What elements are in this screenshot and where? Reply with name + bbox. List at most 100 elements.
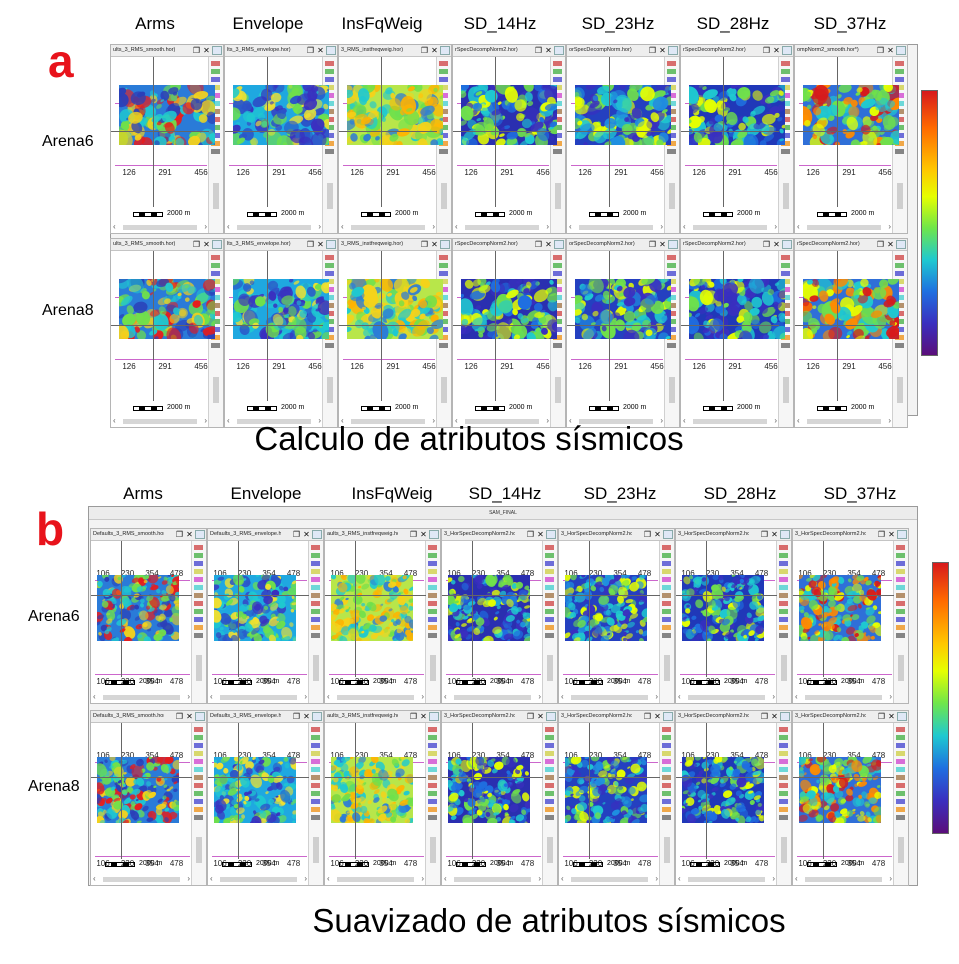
- toolbar-toggle-icon[interactable]: [780, 530, 790, 539]
- toolbar-toggle-icon[interactable]: [440, 46, 450, 55]
- scroll-right-arrow-icon[interactable]: ›: [655, 874, 658, 883]
- toolbar-icon[interactable]: [211, 327, 220, 332]
- horizontal-scrollbar[interactable]: ‹ ›: [569, 416, 663, 425]
- attribute-map[interactable]: [799, 575, 881, 641]
- toolbar-icon[interactable]: [779, 775, 788, 780]
- toolbar-icon[interactable]: [896, 585, 905, 590]
- scroll-left-arrow-icon[interactable]: ‹: [93, 874, 96, 883]
- scroll-thumb[interactable]: [781, 837, 787, 863]
- scroll-thumb[interactable]: [313, 655, 319, 681]
- toolbar-icon[interactable]: [667, 255, 676, 260]
- toolbar-icon[interactable]: [779, 783, 788, 788]
- toolbar-icon[interactable]: [428, 767, 437, 772]
- toolbar-icon[interactable]: [311, 625, 320, 630]
- attribute-map[interactable]: [214, 757, 296, 823]
- toolbar-icon[interactable]: [439, 303, 448, 308]
- toolbar-icon[interactable]: [667, 263, 676, 268]
- toolbar-icon[interactable]: [667, 109, 676, 114]
- toolbar-icon[interactable]: [895, 327, 904, 332]
- scroll-right-arrow-icon[interactable]: ›: [538, 874, 541, 883]
- side-toolbar[interactable]: [892, 251, 907, 427]
- window-title-bar[interactable]: lts_3_RMS_envelope.hor) ❐ ✕: [225, 239, 337, 251]
- window-restore-icon[interactable]: ❐: [643, 530, 652, 539]
- map-window[interactable]: orSpecDecompNorm2.hor) ❐✕ 126 291 456126 291 4…: [566, 238, 680, 428]
- map-window[interactable]: aults_3_RMS_instfreqweig.hor) ❐ ✕ 106 230 354…: [324, 710, 441, 886]
- toolbar-icon[interactable]: [428, 569, 437, 574]
- toolbar-icon[interactable]: [311, 759, 320, 764]
- toolbar-icon[interactable]: [896, 569, 905, 574]
- scroll-thumb[interactable]: [669, 183, 675, 209]
- horizontal-scrollbar[interactable]: ‹ ›: [444, 692, 541, 701]
- toolbar-icon[interactable]: [662, 625, 671, 630]
- toolbar-icon[interactable]: [325, 255, 334, 260]
- toolbar-icon[interactable]: [545, 751, 554, 756]
- window-restore-icon[interactable]: ❐: [534, 46, 543, 55]
- toolbar-icon[interactable]: [662, 767, 671, 772]
- toolbar-icon[interactable]: [662, 585, 671, 590]
- toolbar-icon[interactable]: [311, 601, 320, 606]
- scroll-left-arrow-icon[interactable]: ‹: [678, 692, 681, 701]
- toolbar-icon[interactable]: [194, 577, 203, 582]
- toolbar-icon[interactable]: [667, 85, 676, 90]
- vertical-scrollbar[interactable]: [430, 829, 436, 879]
- toolbar-icon[interactable]: [428, 807, 437, 812]
- window-title-bar[interactable]: rSpecDecompNorm2.hor) ❐ ✕: [681, 239, 793, 251]
- toolbar-icon[interactable]: [781, 303, 790, 308]
- toolbar-icon[interactable]: [211, 125, 220, 130]
- toolbar-icon[interactable]: [895, 85, 904, 90]
- toolbar-icon[interactable]: [428, 735, 437, 740]
- toolbar-icon[interactable]: [662, 751, 671, 756]
- toolbar-icon[interactable]: [781, 287, 790, 292]
- toolbar-icon[interactable]: [662, 561, 671, 566]
- toolbar-icon[interactable]: [667, 335, 676, 340]
- horizontal-scrollbar[interactable]: ‹ ›: [341, 416, 435, 425]
- toolbar-icon[interactable]: [779, 815, 788, 820]
- vertical-scrollbar[interactable]: [547, 829, 553, 879]
- toolbar-icon[interactable]: [895, 77, 904, 82]
- toolbar-icon[interactable]: [439, 109, 448, 114]
- attribute-map[interactable]: [682, 575, 764, 641]
- horizontal-scrollbar[interactable]: ‹ ›: [561, 874, 658, 883]
- toolbar-icon[interactable]: [311, 609, 320, 614]
- close-icon[interactable]: ✕: [317, 46, 324, 55]
- scroll-right-arrow-icon[interactable]: ›: [421, 874, 424, 883]
- window-restore-icon[interactable]: ❐: [648, 240, 657, 249]
- toolbar-icon[interactable]: [211, 117, 220, 122]
- scroll-thumb[interactable]: [664, 655, 670, 681]
- toolbar-icon[interactable]: [667, 125, 676, 130]
- close-icon[interactable]: ✕: [431, 46, 438, 55]
- toolbar-icon[interactable]: [194, 553, 203, 558]
- toolbar-icon[interactable]: [311, 799, 320, 804]
- toolbar-icon[interactable]: [779, 751, 788, 756]
- toolbar-icon[interactable]: [428, 751, 437, 756]
- toolbar-icon[interactable]: [553, 69, 562, 74]
- toolbar-icon[interactable]: [553, 77, 562, 82]
- window-restore-icon[interactable]: ❐: [876, 46, 885, 55]
- toolbar-icon[interactable]: [545, 759, 554, 764]
- scroll-track[interactable]: [351, 225, 425, 230]
- scroll-left-arrow-icon[interactable]: ‹: [113, 222, 116, 231]
- toolbar-icon[interactable]: [781, 125, 790, 130]
- horizontal-scrollbar[interactable]: ‹ ›: [683, 222, 777, 231]
- vertical-scrollbar[interactable]: [897, 175, 903, 225]
- close-icon[interactable]: ✕: [654, 712, 661, 721]
- toolbar-icon[interactable]: [439, 263, 448, 268]
- window-restore-icon[interactable]: ❐: [420, 240, 429, 249]
- toolbar-icon[interactable]: [325, 279, 334, 284]
- side-toolbar[interactable]: [322, 251, 337, 427]
- toolbar-icon[interactable]: [896, 799, 905, 804]
- vertical-scrollbar[interactable]: [313, 829, 319, 879]
- attribute-map[interactable]: [803, 279, 899, 339]
- scroll-left-arrow-icon[interactable]: ‹: [683, 222, 686, 231]
- attribute-map[interactable]: [565, 757, 647, 823]
- toolbar-icon[interactable]: [325, 319, 334, 324]
- toolbar-icon[interactable]: [779, 561, 788, 566]
- toolbar-icon[interactable]: [895, 343, 904, 348]
- toolbar-icon[interactable]: [896, 775, 905, 780]
- toolbar-icon[interactable]: [553, 85, 562, 90]
- toolbar-icon[interactable]: [781, 85, 790, 90]
- scroll-right-arrow-icon[interactable]: ›: [772, 874, 775, 883]
- toolbar-icon[interactable]: [311, 751, 320, 756]
- window-title-bar[interactable]: ompNorm2_smooth.hor*) ❐ ✕: [795, 45, 907, 57]
- toolbar-icon[interactable]: [781, 335, 790, 340]
